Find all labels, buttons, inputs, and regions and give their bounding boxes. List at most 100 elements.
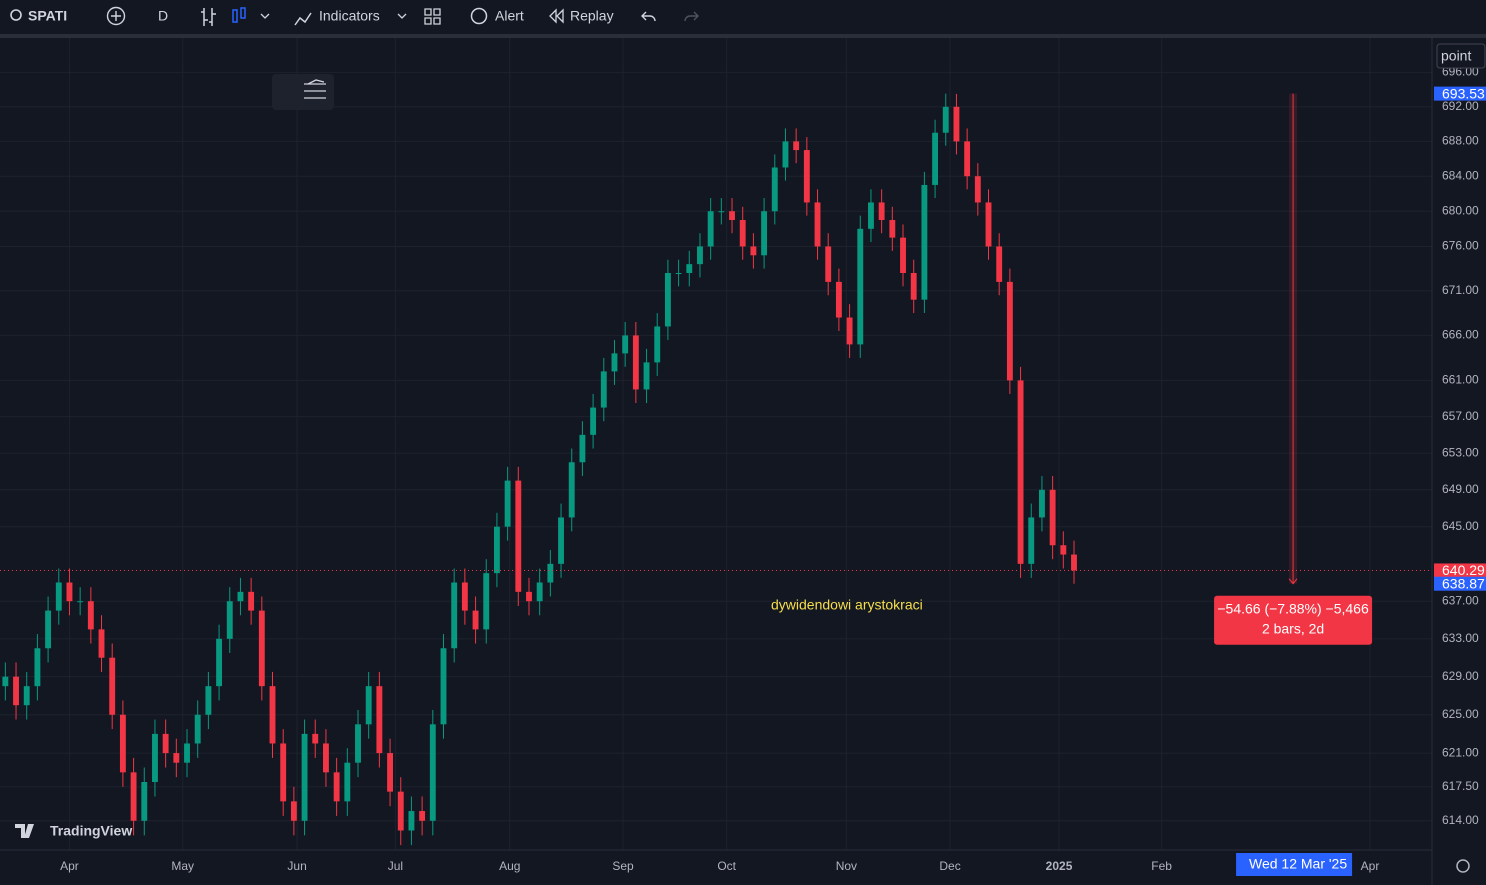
candle-body xyxy=(590,407,597,435)
annotation: dywidendowi arystokraci xyxy=(771,597,923,613)
candle-body xyxy=(194,714,201,744)
tv-logo xyxy=(15,824,34,838)
candle-body xyxy=(932,132,939,185)
x-tick-label: Sep xyxy=(612,859,634,873)
bars-icon[interactable] xyxy=(201,8,216,26)
measure-label: 2 bars, 2d xyxy=(1262,620,1324,636)
price-tag-bg xyxy=(1434,86,1486,101)
measure-label-box xyxy=(1214,595,1373,645)
measure-arrow xyxy=(1288,578,1298,585)
y-tick-label: 645.00 xyxy=(1442,519,1479,533)
candle-body xyxy=(515,480,522,592)
toolbar: SPATI D Indicators Alert Replay xyxy=(0,0,1486,38)
candle-body xyxy=(408,811,415,831)
candle-body xyxy=(109,657,116,715)
scale-mode-box[interactable] xyxy=(1436,43,1486,69)
plot-area: Apr May Jun Jul Aug Sep Oct Nov Dec 2025 Feb Apr696… xyxy=(0,38,1486,885)
candle-body xyxy=(846,317,853,345)
search-icon[interactable] xyxy=(10,9,22,21)
candle-body xyxy=(269,686,276,744)
candle-body xyxy=(419,811,426,821)
symbol[interactable]: SPATI xyxy=(28,8,67,24)
y-tick-label: 692.00 xyxy=(1442,99,1479,113)
redo-button[interactable] xyxy=(684,11,699,22)
candle-body xyxy=(600,371,607,408)
plus-icon xyxy=(111,11,121,21)
candle-body xyxy=(290,801,297,821)
candle-body xyxy=(675,273,682,275)
y-tick-label: 684.00 xyxy=(1442,168,1479,182)
candle-body xyxy=(493,526,500,574)
interval[interactable]: D xyxy=(158,8,168,24)
candle-body xyxy=(835,281,842,318)
candle-body xyxy=(611,353,618,372)
layouts-icon[interactable] xyxy=(424,8,441,25)
y-tick-label: 671.00 xyxy=(1442,283,1479,297)
candle-body xyxy=(771,167,778,212)
undo-button[interactable] xyxy=(641,11,656,22)
replay-button[interactable]: Replay xyxy=(570,8,614,24)
candle-body xyxy=(355,724,361,763)
candle-body xyxy=(472,610,479,630)
candle-body xyxy=(280,743,287,802)
candle-body xyxy=(761,211,768,256)
candle-body xyxy=(664,273,671,327)
candle-body xyxy=(376,686,383,754)
candle-body xyxy=(868,202,874,229)
candle-body xyxy=(397,791,404,831)
measure-label: −54.66 (−7.88%) −5,466 xyxy=(1217,600,1369,616)
x-tick-label: Jul xyxy=(388,859,403,873)
candle-body xyxy=(1060,545,1067,555)
candle-body xyxy=(643,362,650,390)
candles-icon[interactable] xyxy=(232,7,246,23)
candle-body xyxy=(825,246,832,282)
x-tick-label: Nov xyxy=(836,859,857,873)
dropdown[interactable] xyxy=(260,13,270,19)
floating-toolbar[interactable] xyxy=(272,74,334,110)
candle-body xyxy=(13,676,19,706)
candle-body xyxy=(1006,281,1013,381)
candle-body xyxy=(55,582,62,611)
candle-body xyxy=(237,591,244,602)
y-tick-label: 653.00 xyxy=(1442,445,1479,459)
candle-body xyxy=(216,638,223,687)
indicators-button[interactable]: Indicators xyxy=(319,8,380,24)
y-tick-label: 680.00 xyxy=(1442,203,1479,217)
compare-button[interactable] xyxy=(106,6,126,26)
candle-body xyxy=(461,582,468,611)
candle-body xyxy=(654,326,661,363)
candle-body xyxy=(66,582,73,602)
y-tick-label: 629.00 xyxy=(1442,669,1479,683)
settings-button[interactable] xyxy=(1456,859,1470,873)
candle-body xyxy=(323,743,329,773)
candle-body xyxy=(258,610,265,687)
x-tick-label: Dec xyxy=(939,859,960,873)
candle-body xyxy=(1049,489,1056,546)
price-tag-bg xyxy=(1434,576,1486,591)
candle-body xyxy=(333,772,340,802)
candle-body xyxy=(2,676,9,687)
x-tick-label: Apr xyxy=(60,859,79,873)
candle-body xyxy=(697,246,703,265)
candle-body xyxy=(974,176,981,203)
scale-mode[interactable]: point xyxy=(1441,48,1471,64)
candle-body xyxy=(964,141,971,177)
candle-body xyxy=(23,686,30,706)
y-tick-label: 688.00 xyxy=(1442,134,1479,148)
toolbar-bg xyxy=(0,0,1486,34)
candle-body xyxy=(152,733,158,782)
candle-body xyxy=(526,591,532,602)
candle-body xyxy=(996,246,1003,282)
candle-body xyxy=(45,610,52,649)
candle-body xyxy=(504,480,511,527)
dropdown[interactable] xyxy=(397,13,407,19)
plot-bg xyxy=(0,38,1432,850)
candle-body xyxy=(793,141,800,151)
candle-body xyxy=(344,762,351,802)
candle-body xyxy=(921,184,928,300)
alert-button[interactable]: Alert xyxy=(495,8,524,24)
replay-icon xyxy=(549,8,564,24)
price-tag: 640.29 xyxy=(1442,562,1485,578)
candle-body xyxy=(483,573,490,630)
toolbar-border xyxy=(0,34,1486,38)
